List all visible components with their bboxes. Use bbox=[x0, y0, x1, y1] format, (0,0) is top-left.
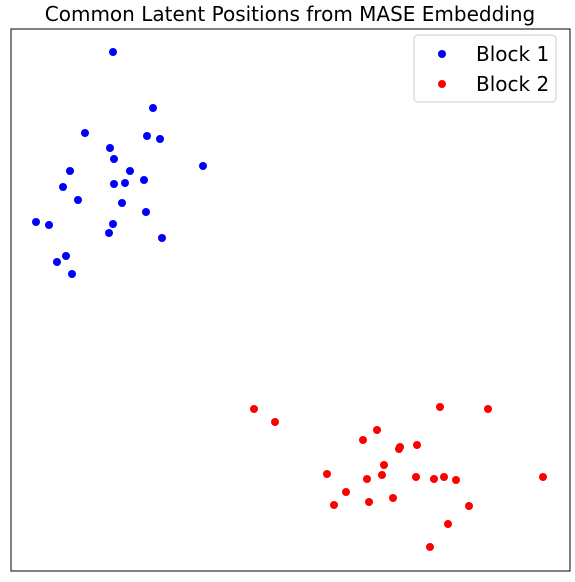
data-point-block-1 bbox=[143, 132, 151, 140]
data-point-block-1 bbox=[66, 167, 74, 175]
data-point-block-2 bbox=[378, 471, 386, 479]
data-point-block-2 bbox=[452, 476, 460, 484]
data-point-block-2 bbox=[359, 436, 367, 444]
data-point-block-1 bbox=[121, 179, 129, 187]
data-point-block-2 bbox=[465, 502, 473, 510]
data-point-block-1 bbox=[81, 129, 89, 137]
legend-frame bbox=[413, 34, 557, 103]
data-point-block-2 bbox=[539, 473, 547, 481]
data-point-block-2 bbox=[412, 473, 420, 481]
data-point-block-2 bbox=[373, 426, 381, 434]
data-point-block-2 bbox=[323, 470, 331, 478]
plot-area-frame bbox=[10, 28, 571, 572]
data-point-block-2 bbox=[380, 461, 388, 469]
data-point-block-1 bbox=[140, 176, 148, 184]
data-point-block-2 bbox=[363, 475, 371, 483]
data-point-block-2 bbox=[413, 441, 421, 449]
data-point-block-2 bbox=[430, 475, 438, 483]
data-point-block-2 bbox=[342, 488, 350, 496]
data-point-block-1 bbox=[199, 162, 207, 170]
data-point-block-2 bbox=[250, 405, 258, 413]
scatter-points bbox=[32, 48, 547, 551]
data-point-block-1 bbox=[53, 258, 61, 266]
data-point-block-1 bbox=[109, 220, 117, 228]
data-point-block-2 bbox=[426, 543, 434, 551]
data-point-block-1 bbox=[149, 104, 157, 112]
data-point-block-1 bbox=[110, 155, 118, 163]
data-point-block-2 bbox=[330, 501, 338, 509]
data-point-block-1 bbox=[74, 196, 82, 204]
legend-marker-block-2 bbox=[438, 80, 446, 88]
data-point-block-1 bbox=[109, 48, 117, 56]
data-point-block-2 bbox=[271, 418, 279, 426]
chart-title: Common Latent Positions from MASE Embedd… bbox=[45, 2, 535, 26]
data-point-block-1 bbox=[62, 252, 70, 260]
data-point-block-1 bbox=[126, 167, 134, 175]
data-point-block-1 bbox=[110, 180, 118, 188]
data-point-block-2 bbox=[444, 520, 452, 528]
data-point-block-2 bbox=[395, 445, 403, 453]
legend-label-block-2: Block 2 bbox=[476, 72, 549, 96]
data-point-block-1 bbox=[158, 234, 166, 242]
data-point-block-1 bbox=[32, 218, 40, 226]
legend-marker-block-1 bbox=[438, 50, 446, 58]
data-point-block-1 bbox=[118, 199, 126, 207]
data-point-block-2 bbox=[365, 498, 373, 506]
legend-item-block-1: Block 1 bbox=[438, 42, 549, 66]
legend-label-block-1: Block 1 bbox=[476, 42, 549, 66]
data-point-block-2 bbox=[440, 473, 448, 481]
data-point-block-2 bbox=[484, 405, 492, 413]
data-point-block-1 bbox=[59, 183, 67, 191]
data-point-block-1 bbox=[156, 135, 164, 143]
data-point-block-1 bbox=[142, 208, 150, 216]
legend: Block 1 Block 2 bbox=[413, 34, 557, 103]
data-point-block-1 bbox=[105, 229, 113, 237]
data-point-block-2 bbox=[436, 403, 444, 411]
data-point-block-1 bbox=[68, 270, 76, 278]
data-point-block-1 bbox=[106, 144, 114, 152]
legend-item-block-2: Block 2 bbox=[438, 72, 549, 96]
data-point-block-1 bbox=[45, 221, 53, 229]
data-point-block-2 bbox=[389, 494, 397, 502]
